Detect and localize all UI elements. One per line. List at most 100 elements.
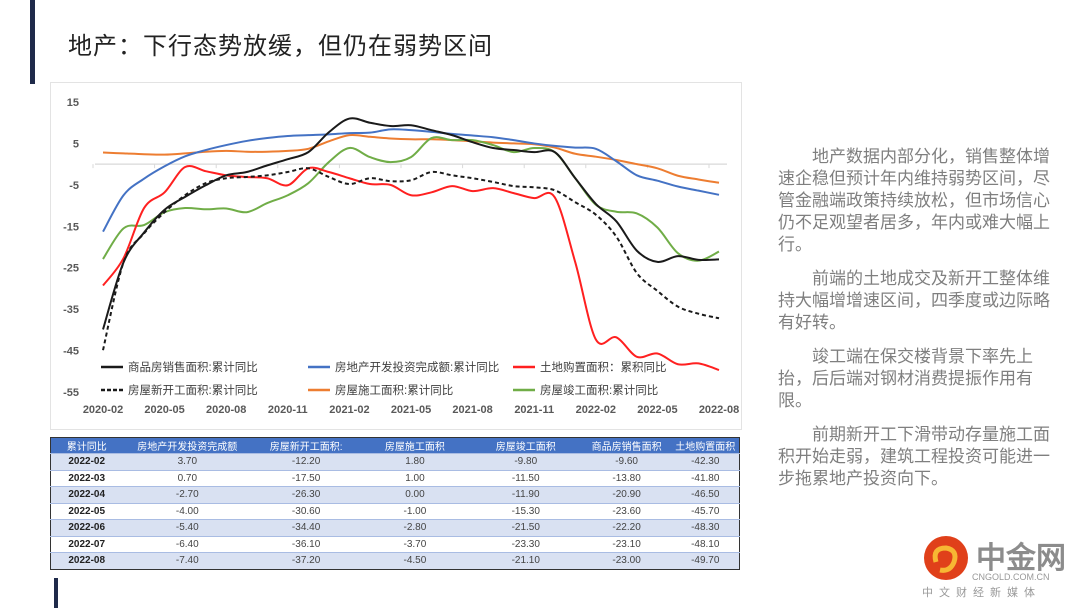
table-cell: -12.20 — [252, 453, 361, 470]
table-cell: -9.80 — [469, 453, 582, 470]
table-row: 2022-08 -7.40 -37.20 -4.50 -21.10 -23.00 -49.7… — [50, 552, 740, 569]
row-label: 2022-02 — [50, 453, 123, 470]
y-tick-label: -45 — [63, 346, 79, 358]
table-cell: -41.80 — [671, 469, 740, 487]
line-chart: 15 5 -5 -15 -25 -35 -45 -55 2020-02 2020-05 2020-0… — [50, 82, 742, 430]
accent-bar-top — [30, 0, 35, 84]
series-line — [102, 136, 720, 262]
y-tick-label: -35 — [63, 304, 79, 316]
table-cell: -21.50 — [469, 519, 582, 536]
page-title: 地产：下行态势放缓，但仍在弱势区间 — [68, 32, 493, 60]
table-cell: 0.00 — [360, 486, 470, 503]
logo-url: CNGOLD.COM.CN — [972, 572, 1050, 582]
accent-bar-bottom — [54, 578, 58, 608]
table-cell: -48.10 — [671, 535, 740, 553]
table-cell: -17.50 — [252, 469, 361, 487]
table-cell: -45.70 — [671, 502, 740, 520]
legend-label: 商品房销售面积:累计同比 — [128, 360, 258, 374]
x-tick-label: 2021-05 — [391, 404, 431, 416]
table-cell: -4.50 — [360, 552, 470, 569]
column-header: 土地购置面积 — [671, 437, 740, 454]
column-header: 商品房销售面积 — [581, 437, 672, 454]
y-tick-label: -5 — [69, 180, 79, 192]
logo-emblem-icon — [924, 536, 968, 580]
x-tick-label: 2021-08 — [452, 404, 492, 416]
table-row: 2022-02 3.70 -12.20 1.80 -9.80 -9.60 -42.30 — [50, 453, 740, 470]
legend-label: 房屋施工面积:累计同比 — [335, 384, 453, 397]
table-row: 2022-07 -6.40 -36.10 -3.70 -23.30 -23.10 -48.1… — [50, 535, 740, 553]
note-paragraph: 前期新开工下滑带动存量施工面积开始走弱，建筑工程投资可能进一步拖累地产投资向下。 — [778, 425, 1050, 489]
x-tick-label: 2022-05 — [637, 404, 677, 416]
table-cell: -13.80 — [581, 469, 672, 487]
legend-label: 房屋新开工面积:累计同比 — [128, 383, 258, 397]
note-paragraph: 地产数据内部分化，销售整体增速企稳但预计年内维持弱势区间，尽管金融端政策持续放松… — [778, 147, 1050, 255]
x-tick-label: 2021-11 — [514, 404, 554, 416]
table-cell: 0.70 — [122, 469, 253, 487]
table-cell: -7.40 — [122, 552, 253, 569]
series-line — [102, 167, 720, 351]
table-cell: -3.70 — [360, 535, 470, 553]
table-cell: -2.70 — [122, 486, 253, 503]
table-cell: -46.50 — [671, 486, 740, 503]
row-label: 2022-05 — [50, 502, 123, 520]
table-cell: -48.30 — [671, 519, 740, 536]
note-paragraph: 前端的土地成交及新开工整体维持大幅增增速区间，四季度或边际略有好转。 — [778, 269, 1050, 333]
table-cell: -15.30 — [469, 502, 582, 520]
column-header: 房屋施工面积 — [360, 437, 470, 454]
y-tick-label: -55 — [63, 387, 79, 399]
table-row: 2022-05 -4.00 -30.60 -1.00 -15.30 -23.60 -45.7… — [50, 502, 740, 520]
table-cell: -23.30 — [469, 535, 582, 553]
row-label: 2022-06 — [50, 519, 123, 536]
table-cell: -23.60 — [581, 502, 672, 520]
logo-tagline: 中文财经新媒体 — [922, 585, 1041, 599]
column-header: 房地产开发投资完成额 — [122, 437, 253, 454]
legend-label: 房屋竣工面积:累计同比 — [540, 383, 658, 397]
table-cell: -4.00 — [122, 502, 253, 520]
data-table: 累计同比 房地产开发投资完成额 房屋新开工面积: 房屋施工面积 房屋竣工面积 商品房销售面… — [50, 437, 740, 570]
x-tick-label: 2020-11 — [268, 404, 308, 416]
x-tick-label: 2020-08 — [206, 404, 246, 416]
table-cell: 3.70 — [122, 453, 253, 470]
table-cell: -36.10 — [252, 535, 361, 553]
table-cell: -22.20 — [581, 519, 672, 536]
table-cell: -23.10 — [581, 535, 672, 553]
row-label: 2022-07 — [50, 535, 123, 553]
legend-label: 土地购置面积：累积同比 — [540, 360, 667, 374]
table-cell: -26.30 — [252, 486, 361, 503]
chart-svg: 15 5 -5 -15 -25 -35 -45 -55 2020-02 2020-05 2020-0… — [63, 97, 739, 416]
column-header: 累计同比 — [50, 437, 123, 454]
x-tick-label: 2021-02 — [329, 404, 369, 416]
x-tick-label: 2020-02 — [83, 404, 123, 416]
table-cell: -42.30 — [671, 453, 740, 470]
table-cell: -1.00 — [360, 502, 470, 520]
table-cell: -23.00 — [581, 552, 672, 569]
series-line — [102, 128, 720, 233]
note-paragraph: 竣工端在保交楼背景下率先上抬，后后端对钢材消费提振作用有限。 — [778, 347, 1033, 411]
cngold-logo: 中金网 CNGOLD.COM.CN 中文财经新媒体 — [912, 532, 1072, 602]
table-cell: -30.60 — [252, 502, 361, 520]
series-line — [102, 117, 720, 330]
table-header-row: 累计同比 房地产开发投资完成额 房屋新开工面积: 房屋施工面积 房屋竣工面积 商品房销售面… — [50, 437, 740, 454]
table-cell: -37.20 — [252, 552, 361, 569]
y-tick-label: -15 — [63, 221, 79, 233]
table-cell: 1.00 — [360, 469, 470, 487]
y-tick-label: 5 — [73, 138, 79, 150]
table-row: 2022-03 0.70 -17.50 1.00 -11.50 -13.80 -41.80 — [50, 469, 740, 487]
table-cell: -11.90 — [469, 486, 582, 503]
legend-label: 房地产开发投资完成额:累计同比 — [335, 360, 499, 374]
row-label: 2022-04 — [50, 486, 123, 503]
y-tick-label: 15 — [67, 97, 79, 109]
column-header: 房屋竣工面积 — [469, 437, 582, 454]
commentary: 地产数据内部分化，销售整体增速企稳但预计年内维持弱势区间，尽管金融端政策持续放松… — [778, 146, 1054, 502]
table-cell: -20.90 — [581, 486, 672, 503]
table-cell: -2.80 — [360, 519, 470, 536]
x-tick-label: 2022-08 — [699, 404, 739, 416]
table-row: 2022-06 -5.40 -34.40 -2.80 -21.50 -22.20 -48.3… — [50, 519, 740, 536]
column-header: 房屋新开工面积: — [252, 437, 361, 454]
table-cell: -49.70 — [671, 552, 740, 569]
y-tick-label: -25 — [63, 263, 79, 275]
table-row: 2022-04 -2.70 -26.30 0.00 -11.90 -20.90 -46.50 — [50, 486, 740, 503]
series-line — [102, 165, 720, 371]
table-cell: -6.40 — [122, 535, 253, 553]
table-cell: 1.80 — [360, 453, 470, 470]
